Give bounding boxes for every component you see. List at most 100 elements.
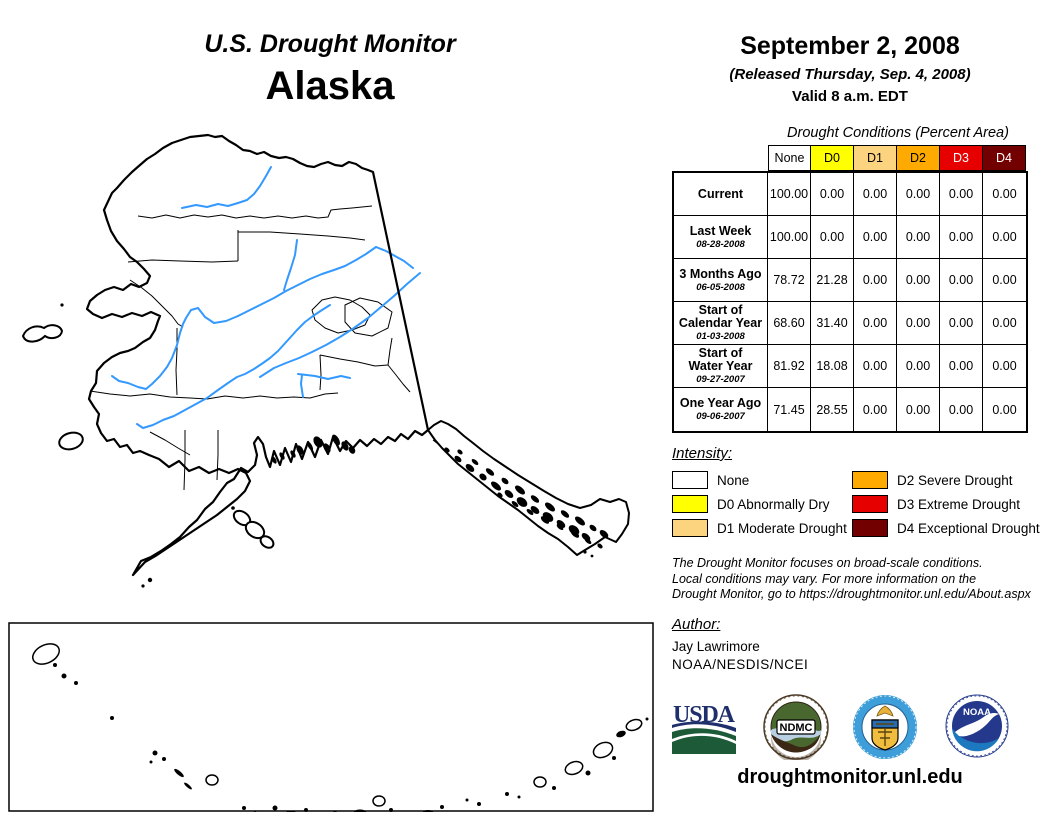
agency-logos: USDA NDMC: [668, 692, 1028, 762]
usda-logo: USDA: [672, 702, 736, 754]
disclaimer-line: Drought Monitor, go to https://droughtmo…: [672, 587, 1031, 601]
column-header-d0: D0: [811, 145, 854, 171]
row-date: 01-03-2008: [696, 331, 745, 342]
aleutian-islands: [32, 643, 649, 812]
panhandle-islands: [444, 447, 609, 558]
table-cell: 0.00: [897, 259, 940, 302]
table-column-headers: None D0 D1 D2 D3 D4: [768, 145, 1026, 171]
svg-text:NDMC: NDMC: [780, 722, 813, 734]
alaska-map: [21, 133, 630, 588]
legend-label: D4 Exceptional Drought: [897, 520, 1040, 536]
row-date: 06-05-2008: [696, 281, 745, 293]
table-cell: 28.55: [811, 388, 854, 431]
table-cell: 0.00: [854, 345, 897, 388]
legend-item: D2 Severe Drought: [852, 468, 1040, 492]
table-cell: 0.00: [983, 345, 1026, 388]
table-cell: 0.00: [897, 388, 940, 431]
ndmc-logo: NDMC: [763, 694, 829, 760]
table-cell: 81.92: [768, 345, 811, 388]
legend-label: D3 Extreme Drought: [897, 496, 1021, 512]
row-label: Current: [674, 173, 768, 216]
commerce-seal: [853, 695, 917, 759]
legend-swatch: [672, 519, 708, 537]
table-cell: 0.00: [897, 216, 940, 259]
table-cell: 0.00: [897, 345, 940, 388]
noaa-logo: NOAA: [945, 694, 1009, 758]
table-cell: 0.00: [940, 259, 983, 302]
column-header-d2: D2: [897, 145, 940, 171]
column-header-d4: D4: [983, 145, 1026, 171]
table-cell: 0.00: [983, 259, 1026, 302]
row-label: Start of Calendar Year 01-03-2008: [674, 302, 768, 345]
row-label-line: 3 Months Ago: [679, 266, 762, 281]
released-date: (Released Thursday, Sep. 4, 2008): [729, 66, 971, 83]
valid-time: Valid 8 a.m. EDT: [792, 88, 908, 105]
legend-label: None: [717, 472, 750, 488]
table-cell: 78.72: [768, 259, 811, 302]
legend-swatch: [672, 495, 708, 513]
legend-item: D4 Exceptional Drought: [852, 516, 1040, 540]
disclaimer-text: The Drought Monitor focuses on broad-sca…: [672, 556, 1042, 603]
legend-label: D0 Abnormally Dry: [717, 496, 830, 512]
table-cell: 71.45: [768, 388, 811, 431]
author-heading: Author:: [672, 616, 721, 633]
row-date: 08-28-2008: [696, 238, 745, 250]
panhandle: [427, 420, 630, 558]
inset-border: [8, 622, 654, 812]
legend-item: D0 Abnormally Dry: [672, 492, 847, 516]
legend-item: D1 Moderate Drought: [672, 516, 847, 540]
column-header-d3: D3: [940, 145, 983, 171]
legend-swatch: [852, 471, 888, 489]
kodiak-island: [232, 509, 275, 549]
table-cell: 0.00: [940, 345, 983, 388]
author-organization: NOAA/NESDIS/NCEI: [672, 657, 809, 672]
author-name: Jay Lawrimore: [672, 639, 760, 654]
row-label: Last Week 08-28-2008: [674, 216, 768, 259]
coastal-fjord-texture: [271, 434, 356, 464]
row-label: One Year Ago 09-06-2007: [674, 388, 768, 431]
table-cell: 0.00: [983, 302, 1026, 345]
table-cell: 0.00: [940, 388, 983, 431]
interior-division-lines: [89, 205, 504, 492]
row-label: Start of Water Year 09-27-2007: [674, 345, 768, 388]
row-label-line: Calendar Year: [678, 316, 763, 330]
report-date: September 2, 2008: [740, 32, 960, 60]
table-cell: 0.00: [983, 216, 1026, 259]
table-cell: 0.00: [992, 402, 1017, 417]
table-cell: 0.00: [854, 216, 897, 259]
table-cell: 0.00: [940, 302, 983, 345]
coastline: [85, 133, 430, 577]
legend-swatch: [852, 495, 888, 513]
disclaimer-line: Local conditions may vary. For more info…: [672, 571, 977, 586]
column-header-none: None: [768, 145, 811, 171]
column-header-d1: D1: [854, 145, 897, 171]
row-label: 3 Months Ago 06-05-2008: [674, 259, 768, 302]
table-cell: 0.00: [897, 302, 940, 345]
table-cell: 0.00: [897, 173, 940, 216]
row-label-line: One Year Ago: [679, 396, 762, 410]
table-cell: 0.00: [854, 388, 897, 431]
legend-swatch: [852, 519, 888, 537]
row-label-line: Current: [697, 186, 744, 201]
table-cell: 18.08: [811, 345, 854, 388]
state-title: Alaska: [265, 64, 395, 108]
website-url: droughtmonitor.unl.edu: [737, 766, 963, 788]
svg-text:NOAA: NOAA: [963, 707, 991, 718]
nunivak-island: [58, 431, 84, 451]
row-label-line: Water Year: [688, 359, 753, 373]
table-cell: 0.00: [940, 173, 983, 216]
table-cell: 100.00: [768, 216, 811, 259]
report-title: U.S. Drought Monitor: [204, 30, 456, 58]
table-cell: 0.00: [811, 216, 854, 259]
row-date: 09-27-2007: [696, 374, 745, 385]
table-cell: 21.28: [811, 259, 854, 302]
table-cell: 0.00: [854, 302, 897, 345]
drought-conditions-table: Current 100.00 0.00 0.00 0.00 0.00 0.00 Last We…: [672, 171, 1028, 433]
table-cell: 100.00: [768, 173, 811, 216]
table-cell: 0.00: [940, 216, 983, 259]
rivers: [111, 166, 421, 429]
offshore-islands: [21, 303, 275, 588]
row-label-line: Start of: [698, 346, 743, 360]
disclaimer-line: The Drought Monitor focuses on broad-sca…: [672, 556, 983, 570]
